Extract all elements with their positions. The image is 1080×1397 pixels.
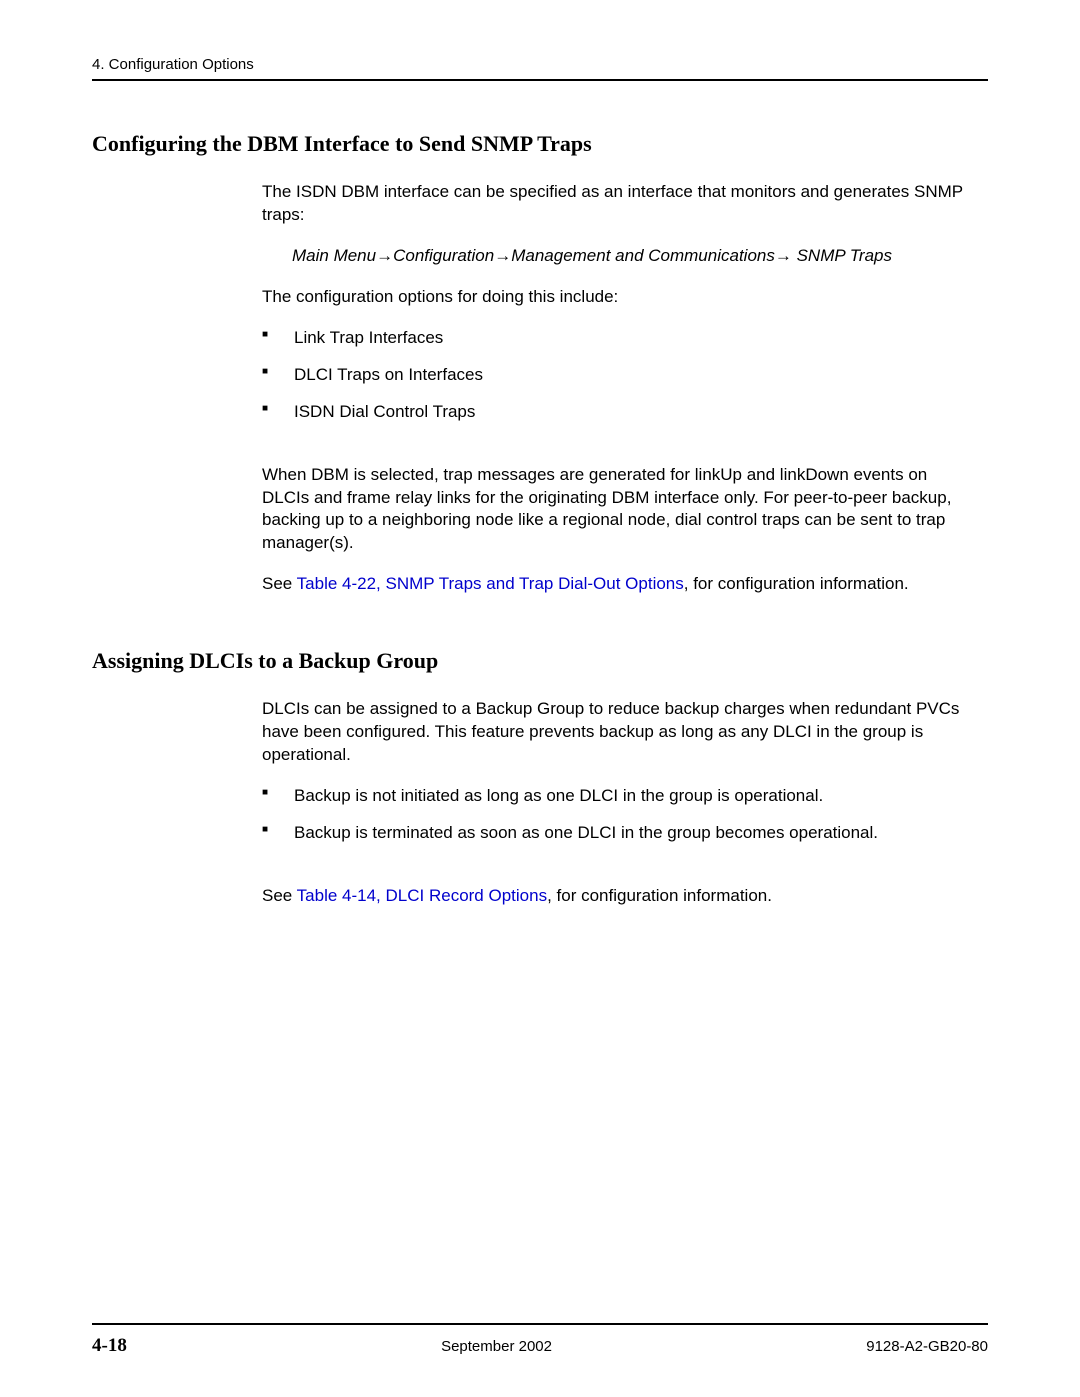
section1-intro: The ISDN DBM interface can be specified … (262, 181, 968, 227)
table-link[interactable]: Table 4-22, SNMP Traps and Trap Dial-Out… (297, 574, 684, 593)
section2-bullet-list: Backup is not initiated as long as one D… (262, 785, 968, 845)
table-link[interactable]: Table 4-14, DLCI Record Options (297, 886, 547, 905)
section1-heading: Configuring the DBM Interface to Send SN… (92, 131, 988, 157)
list-item: Link Trap Interfaces (262, 327, 968, 350)
see-prefix: See (262, 886, 297, 905)
section1-see-reference: See Table 4-22, SNMP Traps and Trap Dial… (262, 573, 968, 596)
see-prefix: See (262, 574, 297, 593)
list-item: Backup is terminated as soon as one DLCI… (262, 822, 968, 845)
section1-options-intro: The configuration options for doing this… (262, 286, 968, 309)
footer-date: September 2002 (441, 1338, 552, 1355)
see-suffix: , for configuration information. (684, 574, 909, 593)
section1-menu-path: Main Menu→Configuration→Management and C… (292, 245, 968, 268)
list-item: Backup is not initiated as long as one D… (262, 785, 968, 808)
page-footer: 4-18 September 2002 9128-A2-GB20-80 (92, 1323, 988, 1357)
list-item: DLCI Traps on Interfaces (262, 364, 968, 387)
list-item: ISDN Dial Control Traps (262, 401, 968, 424)
page-header: 4. Configuration Options (92, 56, 988, 81)
section1-description: When DBM is selected, trap messages are … (262, 464, 968, 556)
section2-see-reference: See Table 4-14, DLCI Record Options, for… (262, 885, 968, 908)
footer-page-number: 4-18 (92, 1335, 127, 1357)
see-suffix: , for configuration information. (547, 886, 772, 905)
section2-intro: DLCIs can be assigned to a Backup Group … (262, 698, 968, 767)
section2-heading: Assigning DLCIs to a Backup Group (92, 648, 988, 674)
footer-doc-id: 9128-A2-GB20-80 (866, 1338, 988, 1355)
section1-options-list: Link Trap Interfaces DLCI Traps on Inter… (262, 327, 968, 424)
